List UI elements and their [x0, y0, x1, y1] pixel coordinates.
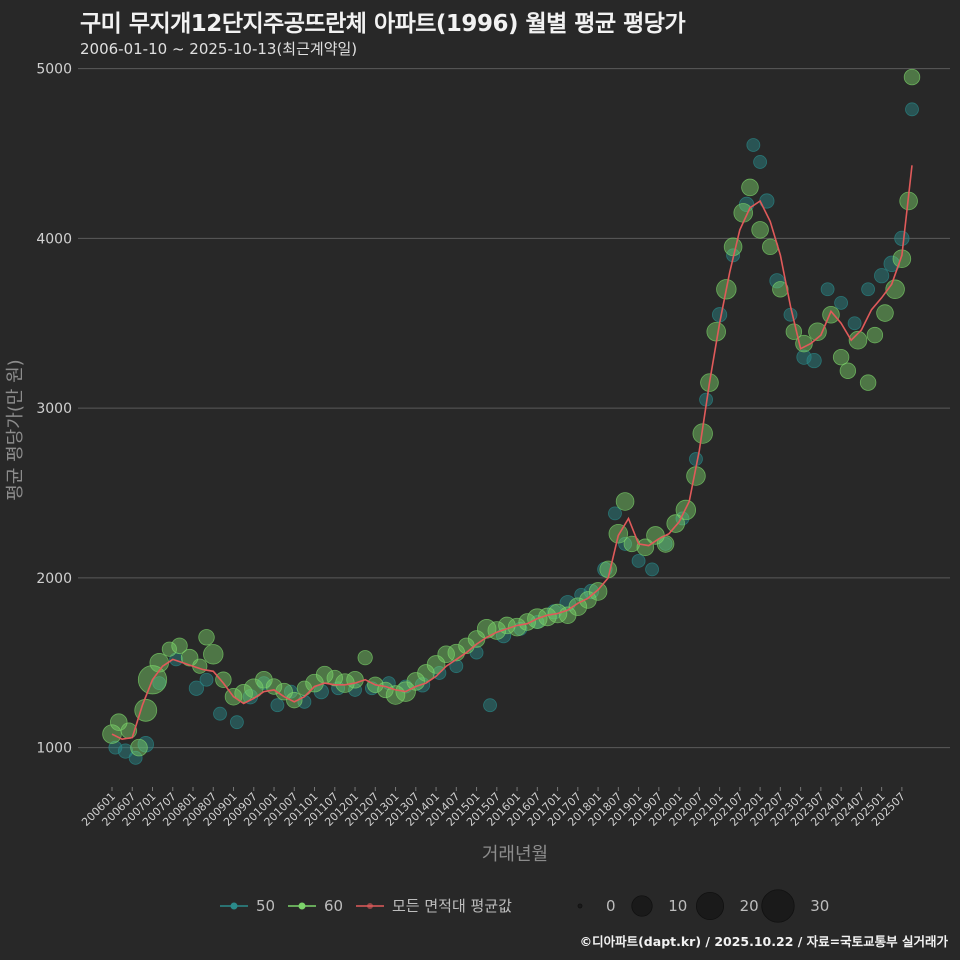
point-50	[861, 282, 876, 297]
point-50	[645, 562, 659, 577]
point-50	[270, 698, 285, 713]
point-50	[783, 307, 798, 322]
point-50	[597, 561, 613, 577]
point-50	[213, 706, 227, 721]
point-50	[199, 672, 214, 687]
point-50	[834, 295, 849, 310]
point-50	[806, 352, 822, 369]
point-60	[903, 68, 921, 86]
point-50	[847, 316, 862, 331]
point-60	[198, 629, 215, 646]
point-60	[741, 178, 759, 197]
legend-size-circle	[631, 895, 653, 917]
point-50	[746, 138, 761, 152]
x-axis-ticks: 2006012006072007012007072008012008072009…	[79, 787, 908, 829]
legend-label: 60	[324, 897, 343, 915]
point-60	[636, 538, 655, 557]
point-50	[283, 684, 298, 699]
point-60	[357, 650, 373, 666]
point-50	[894, 230, 910, 246]
legend-size-label: 30	[810, 897, 829, 915]
source-credit: ©디아파트(dapt.kr) / 2025.10.22 / 자료=국토교통부 실…	[579, 934, 948, 949]
point-50	[618, 537, 632, 551]
point-50	[188, 680, 204, 696]
x-axis-label: 거래년월	[482, 844, 548, 865]
y-axis-label: 평균 평당가(만 원)	[5, 359, 26, 500]
point-60	[859, 374, 877, 391]
point-50	[117, 743, 134, 759]
point-50	[753, 155, 768, 169]
legend-key-dot	[367, 903, 373, 909]
point-50	[631, 554, 646, 568]
point-60	[507, 617, 527, 637]
point-60	[215, 671, 232, 688]
point-60	[234, 684, 253, 703]
point-50	[256, 676, 271, 691]
point-60	[751, 221, 769, 239]
point-60	[346, 670, 364, 689]
legend-label: 모든 면적대 평균값	[392, 897, 512, 915]
average-line-layer	[111, 165, 913, 741]
point-60	[733, 203, 753, 223]
y-tick-label: 2000	[36, 571, 72, 587]
point-60	[822, 305, 840, 324]
y-axis-ticks: 1000 2000 3000 4000 5000	[36, 62, 72, 757]
point-60	[723, 237, 743, 257]
point-50	[769, 273, 785, 289]
point-60	[102, 724, 122, 744]
point-50	[905, 102, 919, 117]
point-60	[832, 348, 850, 366]
point-60	[171, 637, 188, 655]
scatter-points	[102, 68, 921, 765]
point-60	[772, 281, 789, 298]
y-tick-label: 5000	[36, 62, 72, 78]
point-50	[796, 349, 812, 365]
point-50	[820, 282, 835, 297]
legend-size-circle	[695, 891, 725, 921]
point-60	[866, 326, 884, 344]
point-60	[161, 641, 177, 657]
legend-key-dot	[230, 902, 238, 910]
legend: 50 60 모든 면적대 평균값 0 10 20 30	[220, 889, 829, 923]
grid-lines	[78, 68, 950, 749]
point-60	[326, 669, 343, 687]
point-50	[874, 268, 890, 284]
point-50	[229, 715, 244, 730]
y-tick-label: 3000	[36, 401, 72, 417]
point-60	[296, 680, 313, 696]
chart-subtitle: 2006-01-10 ~ 2025-10-13(최근계약일)	[80, 40, 358, 58]
average-line	[111, 165, 913, 741]
legend-size-circle	[577, 903, 583, 909]
point-60	[149, 653, 170, 673]
point-60	[876, 304, 894, 322]
legend-size-circle	[761, 889, 795, 923]
chart-title: 구미 무지개12단지주공뜨란체 아파트(1996) 월별 평균 평당가	[80, 11, 686, 37]
point-60	[839, 362, 857, 379]
legend-size-label: 10	[668, 897, 687, 915]
y-tick-label: 4000	[36, 231, 72, 247]
point-50	[483, 698, 497, 713]
point-60	[255, 670, 273, 689]
y-tick-label: 1000	[36, 741, 72, 757]
point-60	[808, 322, 827, 341]
point-60	[848, 330, 868, 350]
legend-size-label: 20	[740, 897, 759, 915]
point-60	[134, 698, 158, 722]
point-60	[109, 713, 128, 731]
point-50	[128, 750, 143, 765]
point-60	[203, 644, 224, 665]
point-50	[152, 676, 167, 691]
point-60	[706, 321, 726, 342]
point-60	[568, 597, 588, 617]
legend-key-dot	[298, 902, 306, 910]
point-50	[608, 506, 622, 521]
point-60	[615, 492, 635, 511]
point-60	[286, 691, 303, 709]
legend-size-label: 0	[606, 897, 616, 915]
point-60	[130, 738, 148, 757]
point-60	[588, 582, 608, 601]
legend-label: 50	[256, 897, 275, 915]
